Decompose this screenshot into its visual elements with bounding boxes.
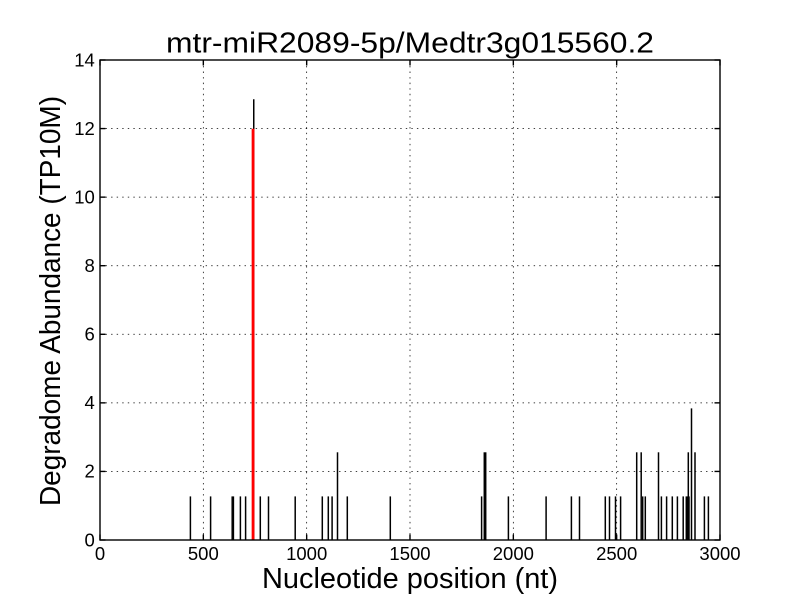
svg-text:1000: 1000 [286, 543, 327, 564]
svg-text:4: 4 [85, 392, 95, 413]
svg-text:Nucleotide position (nt): Nucleotide position (nt) [262, 563, 558, 595]
svg-text:3000: 3000 [699, 543, 740, 564]
svg-text:500: 500 [188, 543, 219, 564]
svg-text:Degradome Abundance (TP10M): Degradome Abundance (TP10M) [35, 96, 67, 506]
svg-text:1500: 1500 [389, 543, 430, 564]
svg-text:2500: 2500 [596, 543, 637, 564]
svg-text:12: 12 [74, 118, 95, 139]
svg-text:2: 2 [85, 461, 95, 482]
svg-text:14: 14 [74, 49, 95, 70]
svg-text:mtr-miR2089-5p/Medtr3g015560.2: mtr-miR2089-5p/Medtr3g015560.2 [166, 27, 654, 59]
svg-text:0: 0 [95, 543, 105, 564]
svg-text:6: 6 [85, 324, 95, 345]
svg-text:0: 0 [85, 529, 95, 550]
svg-text:8: 8 [85, 255, 95, 276]
svg-text:10: 10 [74, 187, 95, 208]
svg-text:2000: 2000 [493, 543, 534, 564]
